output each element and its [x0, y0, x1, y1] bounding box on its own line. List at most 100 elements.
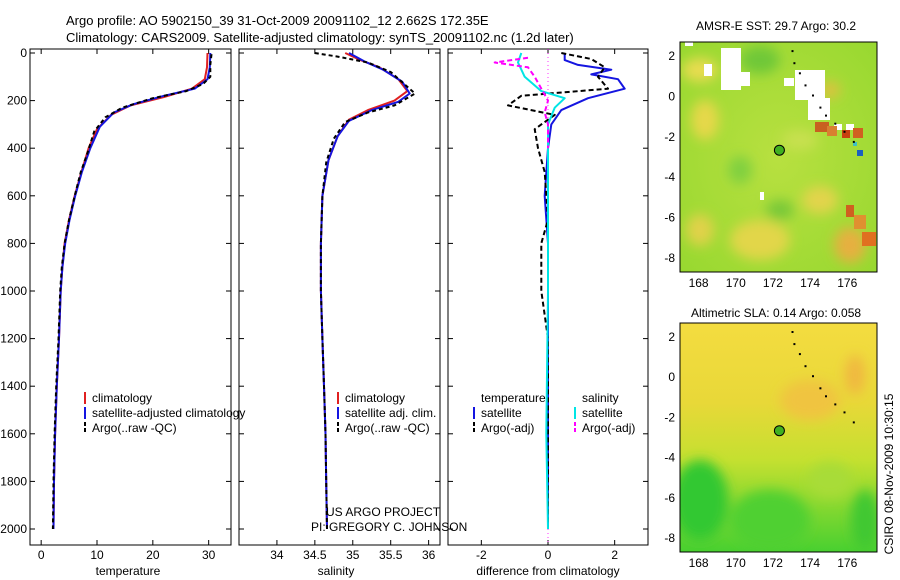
series-line-temperature-argo-adj- [507, 52, 609, 529]
depth-tick-label: 1200 [0, 332, 27, 346]
sst-map-title: AMSR-E SST: 29.7 Argo: 30.2 [696, 19, 856, 33]
legend-label-climatology: climatology [92, 391, 152, 405]
map-y-tick-label: 2 [668, 330, 675, 344]
legend-label-temp-satellite: satellite [481, 406, 522, 420]
series-line-salinity-argo-adj- [493, 56, 549, 149]
legend-label-sal-satellite: satellite [582, 406, 623, 420]
island-dot [825, 114, 827, 117]
x-tick-label: 35.5 [379, 548, 403, 562]
map-x-tick-label: 170 [726, 276, 746, 290]
x-tick-label: 30 [202, 548, 216, 562]
x-tick-label: 0 [545, 548, 552, 562]
depth-tick-label: 1000 [0, 284, 27, 298]
island-dot [834, 403, 837, 406]
depth-tick-label: 2000 [0, 522, 27, 536]
difference-legend: temperature salinity satellite Argo(-adj… [473, 391, 635, 435]
legend-header-salinity: salinity [582, 391, 619, 405]
depth-tick-label: 1600 [0, 427, 27, 441]
series-line-climatology [319, 52, 409, 530]
island-dot [812, 375, 814, 378]
profile-series [51, 52, 626, 530]
map-x-tick-label: 172 [763, 276, 783, 290]
map-y-tick-label: -4 [664, 170, 675, 184]
sla-map-title: Altimetric SLA: 0.14 Argo: 0.058 [691, 306, 861, 320]
x-tick-label: 0 [38, 548, 45, 562]
island-dot [812, 94, 814, 97]
island-dot [793, 62, 796, 65]
temperature-xlabel: temperature [96, 564, 161, 578]
map-y-tick-label: -4 [664, 451, 675, 465]
sst-map-frame [679, 41, 878, 273]
legend-label-argo: Argo(..raw -QC) [92, 421, 177, 435]
map-y-tick-label: 2 [668, 49, 675, 63]
island-dot [804, 84, 807, 87]
figure-title-line2: Climatology: CARS2009. Satellite-adjuste… [66, 30, 574, 45]
depth-tick-label: 1400 [0, 379, 27, 393]
island-dot [819, 106, 822, 109]
island-dot [834, 122, 837, 125]
map-y-tick-label: -6 [664, 491, 675, 505]
map-x-tick-label: 174 [800, 556, 820, 570]
map-x-tick-label: 168 [689, 556, 709, 570]
depth-tick-label: 600 [7, 189, 27, 203]
legend-label-sal-argo: Argo(-adj) [582, 421, 635, 435]
legend-header-temperature: temperature [481, 391, 546, 405]
series-line-argo-raw-qc- [314, 52, 416, 530]
legend-label-satellite-adj: satellite adj. clim. [345, 406, 436, 420]
map-x-tick-label: 170 [726, 556, 746, 570]
depth-tick-label: 0 [20, 46, 27, 60]
credit-line2: PI: GREGORY C. JOHNSON [311, 520, 467, 534]
legend-label-climatology: climatology [345, 391, 405, 405]
salinity-panel-frame [238, 48, 441, 546]
map-y-tick-label: -8 [664, 531, 675, 545]
difference-xlabel: difference from climatology [476, 564, 619, 578]
x-tick-label: 20 [146, 548, 160, 562]
legend-label-satellite-adjusted: satellite-adjusted climatology [92, 406, 245, 420]
map-x-tick-label: 176 [837, 276, 857, 290]
axis-ticks: 0 10 20 30020040060080010001200140016001800… [0, 46, 857, 570]
map-y-tick-label: -8 [664, 251, 675, 265]
island-dot [798, 353, 801, 356]
island-dot [843, 130, 846, 133]
island-dot [843, 411, 846, 414]
legend-label-argo: Argo(..raw -QC) [345, 421, 430, 435]
map-x-tick-label: 172 [763, 556, 783, 570]
map-x-tick-label: 168 [689, 276, 709, 290]
depth-tick-label: 400 [7, 141, 27, 155]
x-tick-label: 10 [90, 548, 104, 562]
map-y-tick-label: 0 [668, 89, 675, 103]
depth-tick-label: 800 [7, 236, 27, 250]
credit-line1: US ARGO PROJECT [326, 505, 441, 519]
series-line-satellite-adj-clim- [319, 52, 411, 530]
island-dot [791, 331, 794, 333]
map-y-tick-label: 0 [668, 370, 675, 384]
series-line-climatology [52, 52, 209, 530]
series-line-salinity-satellite [517, 52, 566, 530]
sst-nodata-patches [685, 42, 854, 200]
sla-argo-location-marker [773, 425, 785, 437]
salinity-xlabel: salinity [318, 564, 355, 578]
island-dot [791, 50, 794, 53]
map-x-tick-label: 176 [837, 556, 857, 570]
sla-map-coastline [791, 331, 855, 424]
map-y-tick-label: -6 [664, 211, 675, 225]
series-line-temperature-satellite [543, 53, 626, 529]
depth-tick-label: 200 [7, 94, 27, 108]
island-dot [793, 343, 796, 346]
map-y-tick-label: -2 [664, 130, 675, 144]
island-dot [804, 365, 807, 368]
figure-title-line1: Argo profile: AO 5902150_39 31-Oct-2009 … [66, 13, 489, 28]
x-tick-label: 34.5 [303, 548, 327, 562]
sst-argo-location-marker [773, 144, 785, 156]
sla-map-frame [679, 322, 878, 553]
map-x-tick-label: 174 [800, 276, 820, 290]
sst-map-field [680, 42, 877, 272]
x-tick-label: 35 [346, 548, 360, 562]
x-tick-label: 36 [422, 548, 436, 562]
depth-tick-label: 1800 [0, 474, 27, 488]
island-dot [819, 387, 822, 390]
x-tick-label: 34 [270, 548, 284, 562]
map-y-tick-label: -2 [664, 410, 675, 424]
island-dot [852, 421, 855, 424]
island-dot [852, 140, 855, 143]
